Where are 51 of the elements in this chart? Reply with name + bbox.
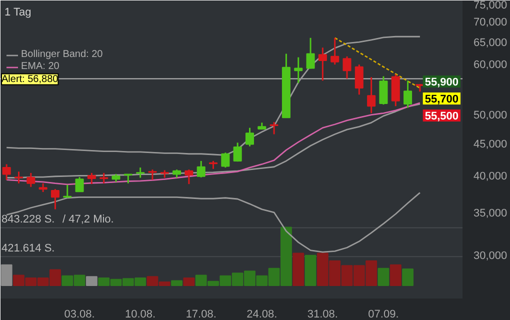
x-tick-label: 03.08. xyxy=(64,308,95,320)
candlestick xyxy=(342,56,352,80)
x-tick-label: 10.08. xyxy=(125,308,156,320)
y-tick-label: 30,000 xyxy=(474,250,508,262)
candlestick xyxy=(148,168,157,181)
candlestick xyxy=(87,172,96,185)
annotation: 55,500 xyxy=(424,110,459,123)
y-tick-label: 70,000 xyxy=(474,16,508,29)
annotation: 55,700 xyxy=(424,94,459,106)
candlestick xyxy=(14,170,24,184)
candlestick xyxy=(367,76,376,114)
candlestick xyxy=(221,152,230,168)
line-series xyxy=(334,37,421,89)
legend-label: EMA: 20 xyxy=(21,61,60,72)
annotation: 55,900 xyxy=(424,76,459,89)
y-tick-label: 35,000 xyxy=(474,207,508,220)
candlestick xyxy=(136,166,145,179)
x-tick-label: 07.09. xyxy=(368,308,399,320)
candlestick xyxy=(63,184,72,199)
y-tick-label: 65,000 xyxy=(474,37,508,50)
candlestick xyxy=(306,37,315,70)
x-tick-label: 31.08. xyxy=(307,308,338,320)
candlestick xyxy=(330,37,340,66)
candlestick xyxy=(196,160,206,178)
candlestick xyxy=(404,80,412,108)
y-tick-label: 75,000 xyxy=(474,0,508,12)
text: 1 Tag xyxy=(4,6,32,18)
y2-tick-label: 421.614 S. xyxy=(2,242,55,255)
legend-label: Bollinger Band: 20 xyxy=(21,49,103,60)
candlestick xyxy=(233,142,242,162)
y-tick-label: 50,000 xyxy=(474,109,508,122)
y2-tick-label: 843.228 S. xyxy=(2,214,55,226)
candlestick xyxy=(2,163,11,181)
candlestick xyxy=(294,56,303,84)
candlestick xyxy=(379,76,388,106)
candlestick xyxy=(270,121,278,135)
y-tick-label: 60,000 xyxy=(474,59,508,72)
y-tick-label: 40,000 xyxy=(474,170,508,183)
y-tick-label: 45,000 xyxy=(474,138,508,150)
candlestick xyxy=(184,168,194,185)
x-tick-label: 24.08. xyxy=(246,308,278,320)
candlestick xyxy=(124,174,132,184)
candlestick xyxy=(354,64,364,96)
x-tick-label: 17.08. xyxy=(186,308,216,320)
candlestick xyxy=(26,172,36,188)
candlestick xyxy=(50,188,60,210)
candlestick xyxy=(245,127,254,148)
candlestick xyxy=(318,46,327,82)
annotation: / 47,2 Mio. xyxy=(62,214,114,226)
candlestick xyxy=(75,176,84,193)
candlestick xyxy=(100,172,108,184)
